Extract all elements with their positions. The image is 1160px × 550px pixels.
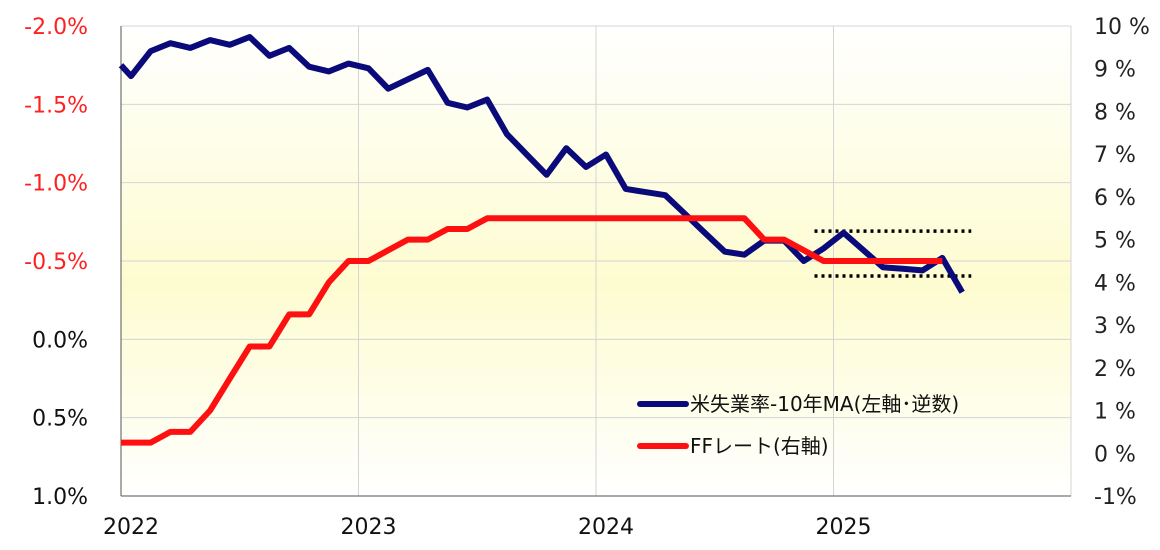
x-tick-label-0: 2022: [103, 515, 159, 540]
legend: 米失業率-10年MA(左軸･逆数) FFレート(右軸): [637, 392, 959, 458]
axes: -2.0% -1.5% -1.0% -0.5% 0.0% 0.5% 1.0% 10 % 9 % 8…: [24, 15, 1150, 540]
right-tick-label-0: 10 %: [1094, 15, 1150, 40]
right-tick-label-2: 8 %: [1094, 100, 1136, 125]
legend-label-1: FFレート(右軸): [690, 434, 829, 458]
x-tick-label-2: 2024: [578, 515, 634, 540]
left-tick-label-3: -0.5%: [24, 250, 88, 275]
left-tick-label-5: 0.5%: [32, 407, 88, 432]
right-tick-label-9: 1 %: [1094, 400, 1136, 425]
left-tick-label-6: 1.0%: [32, 485, 88, 510]
right-tick-label-6: 4 %: [1094, 271, 1136, 296]
left-tick-label-1: -1.5%: [24, 93, 88, 118]
right-tick-label-7: 3 %: [1094, 314, 1136, 339]
x-tick-label-1: 2023: [341, 515, 397, 540]
series-line-0: [118, 34, 965, 294]
right-tick-label-4: 6 %: [1094, 186, 1136, 211]
left-tick-label-4: 0.0%: [32, 328, 88, 353]
x-tick-label-3: 2025: [816, 515, 872, 540]
legend-label-0: 米失業率-10年MA(左軸･逆数): [690, 392, 959, 416]
right-tick-label-5: 5 %: [1094, 229, 1136, 254]
annotation-layer: [814, 229, 972, 278]
left-tick-label-2: -1.0%: [24, 172, 88, 197]
left-tick-label-0: -2.0%: [24, 15, 88, 40]
right-tick-label-10: 0 %: [1094, 442, 1136, 467]
right-tick-label-8: 2 %: [1094, 357, 1136, 382]
right-tick-label-11: -1%: [1094, 485, 1137, 510]
right-tick-label-1: 9 %: [1094, 58, 1136, 83]
right-tick-label-3: 7 %: [1094, 143, 1136, 168]
series-line-1: [121, 215, 943, 446]
series-layer: [118, 34, 965, 446]
